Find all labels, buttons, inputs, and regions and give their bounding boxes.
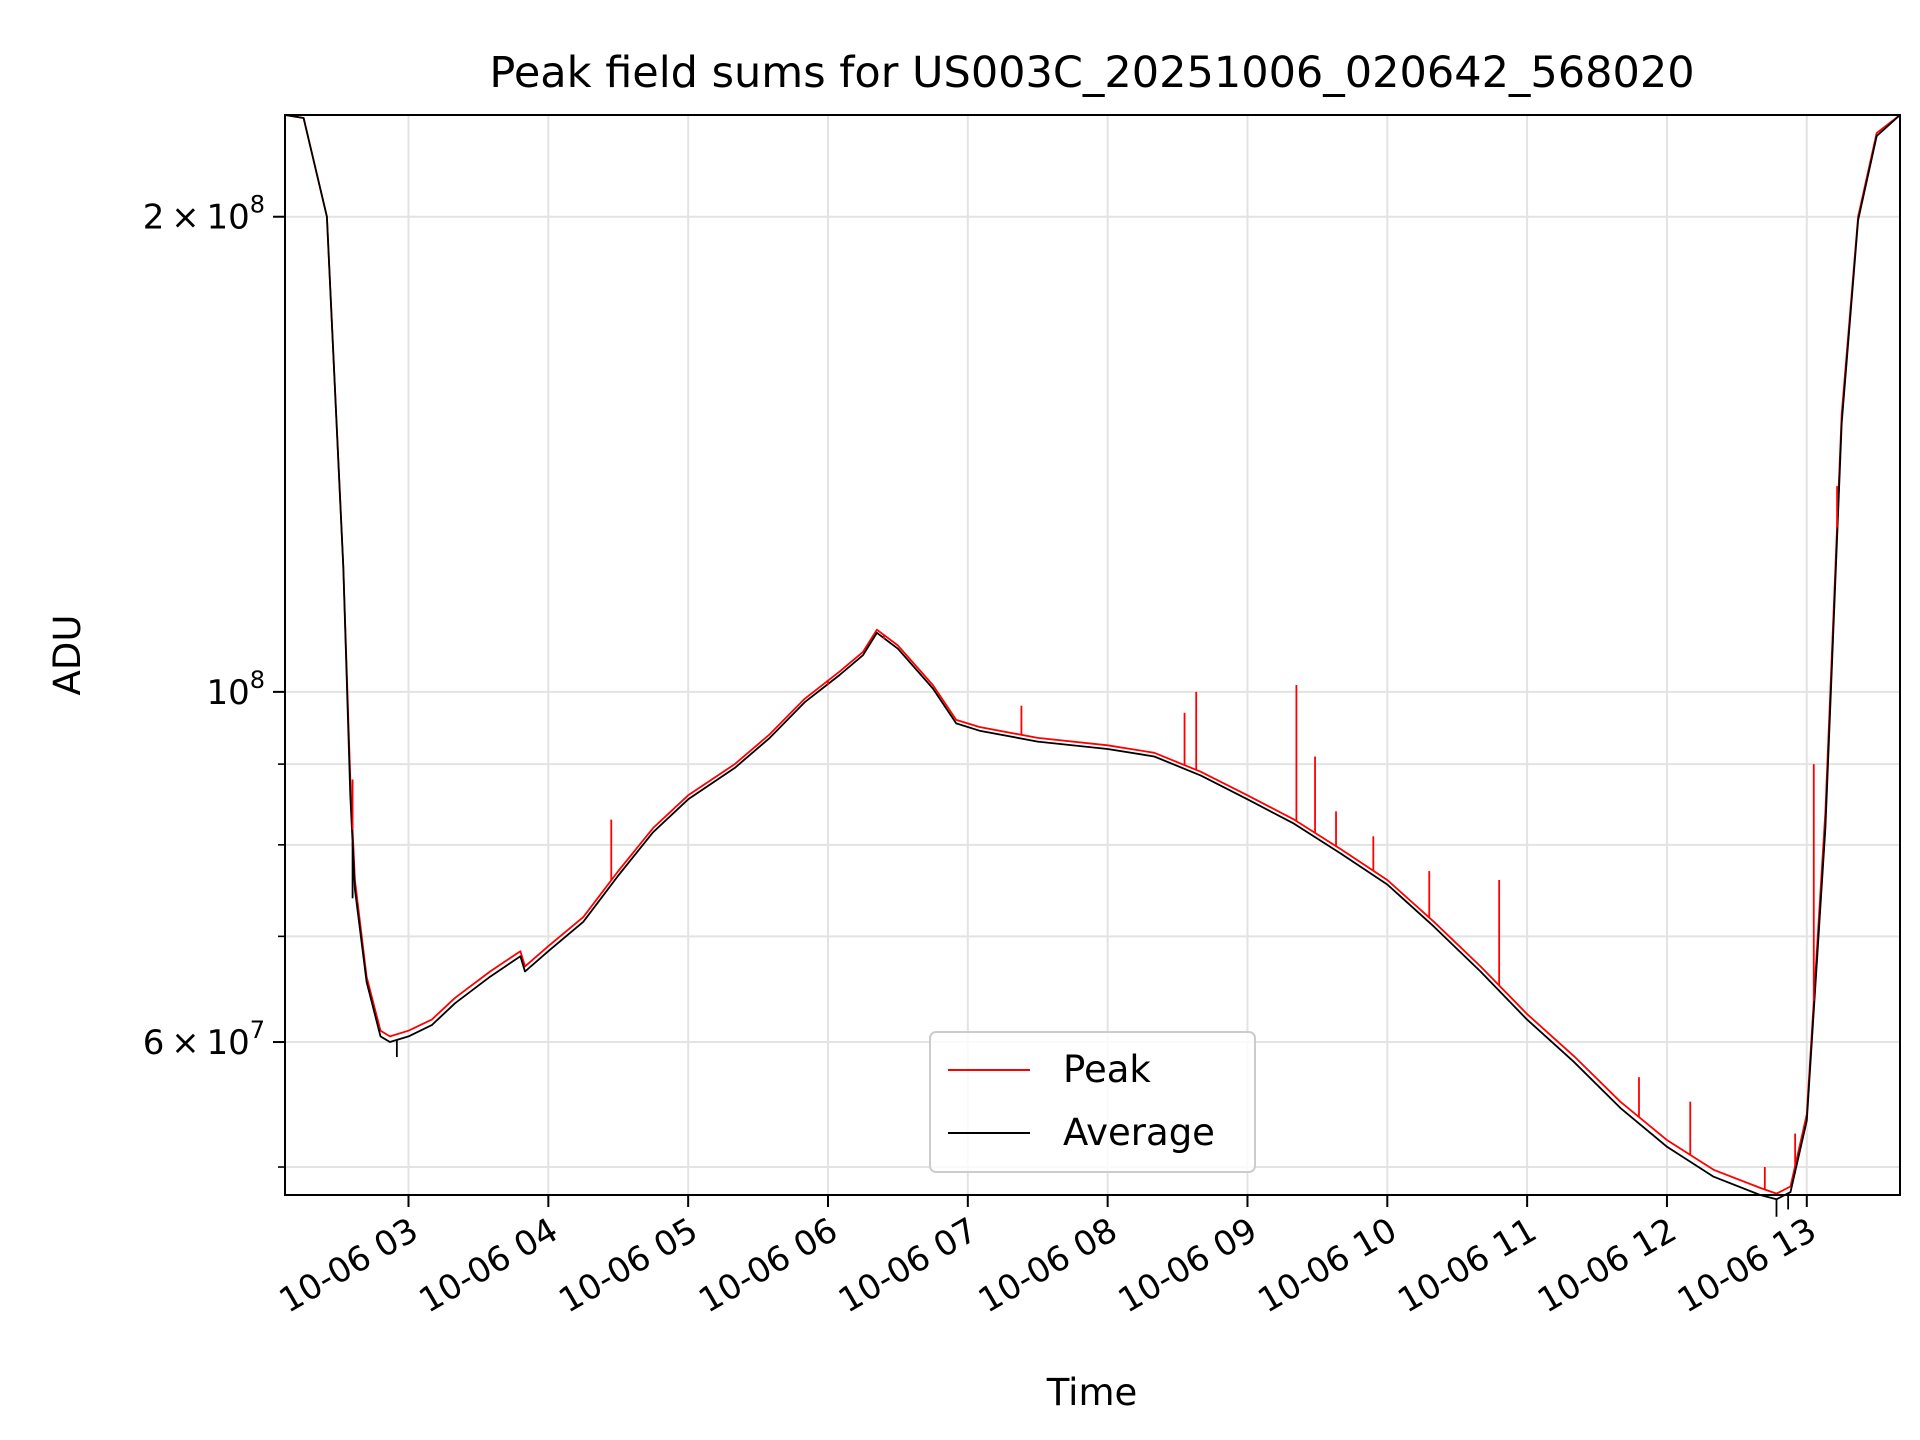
legend: Peak Average xyxy=(929,1031,1256,1173)
series-line-average xyxy=(284,114,1901,1201)
y-tick-label: 6 × 107 xyxy=(143,1016,265,1063)
series-layer xyxy=(284,114,1901,1217)
y-axis-ticks: 6 × 107 108 2 × 108 xyxy=(143,191,285,1168)
plot-frame xyxy=(284,114,1901,1196)
legend-box xyxy=(929,1031,1256,1173)
grid xyxy=(285,115,1900,1195)
y-tick-label: 108 xyxy=(206,666,265,713)
legend-label-average: Average xyxy=(1063,1111,1215,1154)
chart-title: Peak field sums for US003C_20251006_0206… xyxy=(489,48,1694,98)
series-line-peak xyxy=(284,114,1901,1195)
legend-label-peak: Peak xyxy=(1063,1048,1151,1091)
y-tick-label: 2 × 108 xyxy=(143,191,265,238)
y-axis-label: ADU xyxy=(46,615,89,696)
x-axis-label: Time xyxy=(1046,1371,1138,1414)
